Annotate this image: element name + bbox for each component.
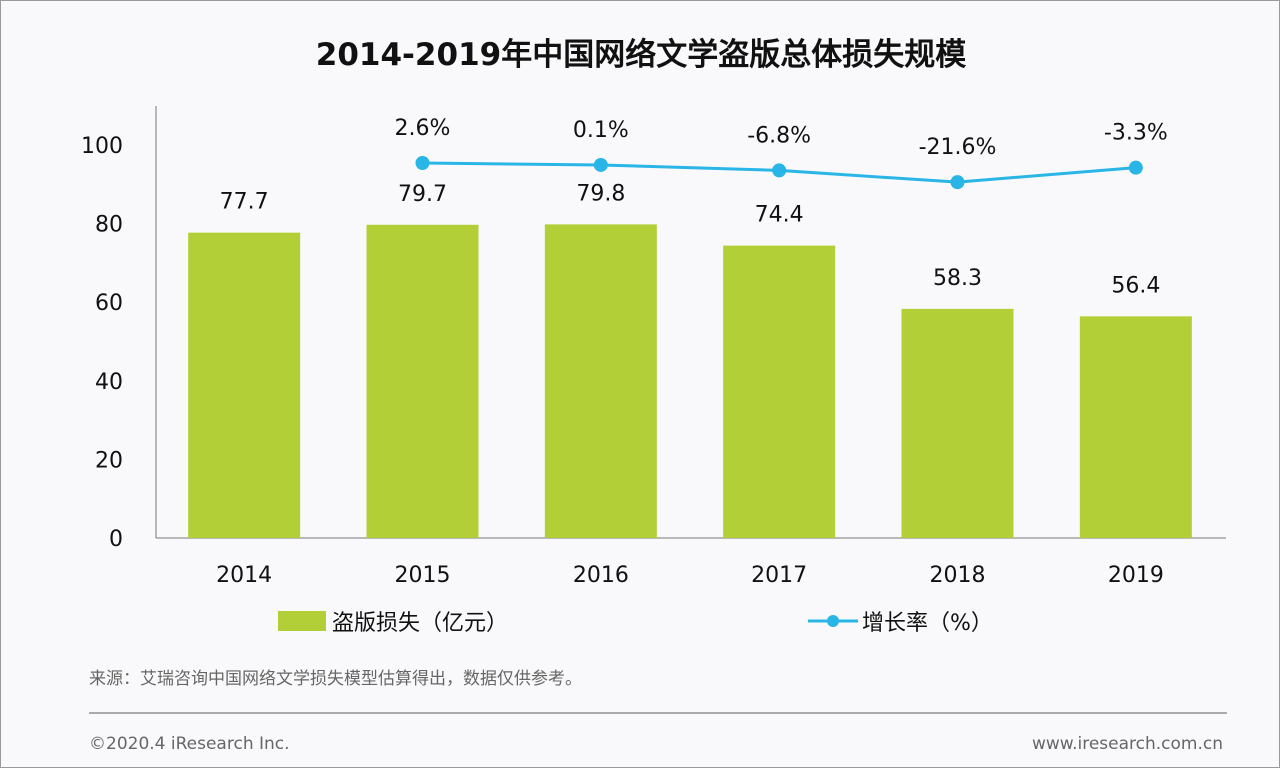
x-tick-label: 2014 bbox=[216, 563, 272, 588]
legend-item-bar: 盗版损失（亿元） bbox=[278, 605, 508, 637]
copyright: ©2020.4 iResearch Inc. bbox=[89, 734, 290, 754]
source-note: 来源：艾瑞咨询中国网络文学损失模型估算得出，数据仅供参考。 bbox=[89, 669, 582, 689]
x-tick-label: 2015 bbox=[395, 563, 451, 588]
bar-value-label: 79.8 bbox=[576, 181, 625, 206]
x-tick-label: 2016 bbox=[573, 563, 629, 588]
growth-value-label: 2.6% bbox=[395, 116, 451, 141]
growth-point-2017 bbox=[772, 163, 787, 178]
y-tick-label: 40 bbox=[95, 370, 123, 395]
footer-divider bbox=[89, 712, 1227, 714]
bar-value-label: 58.3 bbox=[933, 266, 982, 291]
y-tick-label: 80 bbox=[95, 213, 123, 238]
y-tick-label: 0 bbox=[109, 527, 123, 552]
bar-2019 bbox=[1079, 316, 1192, 538]
bar-2018 bbox=[901, 308, 1014, 538]
website-link: www.iresearch.com.cn bbox=[1031, 734, 1223, 754]
y-tick-label: 100 bbox=[81, 134, 123, 159]
x-tick-label: 2018 bbox=[930, 563, 986, 588]
x-tick-label: 2017 bbox=[751, 563, 807, 588]
growth-value-label: 0.1% bbox=[573, 118, 629, 143]
legend-line-swatch bbox=[808, 615, 858, 627]
growth-point-2015 bbox=[415, 156, 430, 170]
bar-value-label: 77.7 bbox=[220, 190, 269, 215]
legend-item-line: 增长率（%） bbox=[808, 605, 993, 637]
growth-point-2016 bbox=[593, 157, 608, 172]
growth-value-label: -6.8% bbox=[747, 123, 811, 148]
bar-2015 bbox=[366, 224, 479, 539]
y-tick-label: 60 bbox=[95, 291, 123, 316]
bar-value-label: 56.4 bbox=[1111, 273, 1160, 298]
legend-bar-label: 盗版损失（亿元） bbox=[332, 611, 509, 636]
growth-point-2018 bbox=[950, 175, 965, 190]
y-tick-label: 20 bbox=[95, 448, 123, 473]
bar-value-label: 74.4 bbox=[755, 203, 804, 228]
growth-value-label: -3.3% bbox=[1104, 121, 1168, 146]
bar-2016 bbox=[544, 224, 657, 539]
growth-point-2019 bbox=[1128, 160, 1143, 175]
chart-area: 0 20 40 60 80 100 77.7 2014 79.7 2015 79.8 2016 74.4… bbox=[81, 106, 1226, 588]
x-tick-label: 2019 bbox=[1108, 563, 1164, 588]
bar-2017 bbox=[723, 245, 836, 538]
bar-value-label: 79.7 bbox=[398, 182, 447, 207]
legend-bar-swatch bbox=[278, 611, 326, 631]
legend-line-label: 增长率（%） bbox=[862, 611, 993, 636]
growth-value-label: -21.6% bbox=[919, 135, 997, 160]
bar-2014 bbox=[188, 232, 301, 538]
chart-title: 2014-2019年中国网络文学盗版总体损失规模 bbox=[315, 37, 967, 73]
